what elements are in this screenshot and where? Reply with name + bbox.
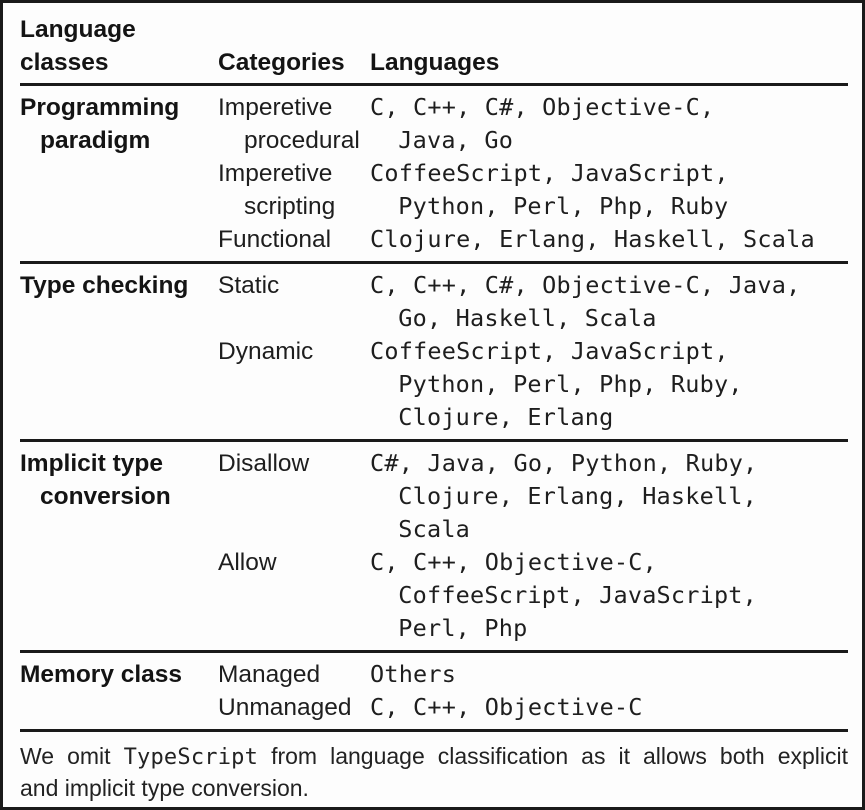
text-line: Clojure, Erlang	[398, 403, 614, 431]
text-line: C, C++, C#, Objective-C,	[370, 93, 715, 121]
table-row: Imperetive procedural C, C++, C#, Object…	[218, 91, 848, 157]
section-entries: Managed Others Unmanaged C, C++, Objecti…	[218, 658, 848, 724]
text-line: Java, Go	[398, 126, 514, 154]
languages-cell: C, C++, Objective-C, CoffeeScript, JavaS…	[370, 546, 848, 645]
text-line: C, C++, Objective-C,	[370, 548, 657, 576]
section-entries: Disallow C#, Java, Go, Python, Ruby, Clo…	[218, 447, 848, 645]
footnote-text: from language classification as it allow…	[271, 743, 849, 769]
category-cell: Imperetive procedural	[218, 91, 370, 157]
footnote-line: We omit TypeScript from language classif…	[20, 741, 848, 773]
table-row: Dynamic CoffeeScript, JavaScript, Python…	[218, 335, 848, 434]
horizontal-rule	[20, 261, 848, 264]
language-class-cell: Memory class	[20, 658, 218, 724]
text-line: Others	[370, 660, 457, 688]
text-line: Type checking	[20, 272, 189, 299]
languages-cell: Others	[370, 658, 848, 691]
text-line: Imperetive	[218, 160, 333, 187]
text-line: C, C++, C#, Objective-C, Java,	[370, 271, 801, 299]
text-line: Programming	[20, 94, 180, 121]
table-row: Unmanaged C, C++, Objective-C	[218, 691, 848, 724]
text-line: Allow	[218, 549, 277, 576]
language-class-cell: Type checking	[20, 269, 218, 434]
languages-cell: C#, Java, Go, Python, Ruby, Clojure, Erl…	[370, 447, 848, 546]
table-row: Imperetive scripting CoffeeScript, JavaS…	[218, 157, 848, 223]
horizontal-rule	[20, 83, 848, 86]
category-cell: Static	[218, 269, 370, 335]
table-footnote: We omit TypeScript from language classif…	[20, 732, 848, 804]
text-line: conversion	[40, 483, 171, 510]
footnote-text: We omit	[20, 743, 111, 769]
text-line: C#, Java, Go, Python, Ruby,	[370, 449, 758, 477]
text-line: Dynamic	[218, 338, 314, 365]
category-cell: Functional	[218, 223, 370, 256]
text-line: Functional	[218, 226, 332, 253]
languages-cell: C, C++, C#, Objective-C, Java, Go	[370, 91, 848, 157]
table-row: Functional Clojure, Erlang, Haskell, Sca…	[218, 223, 848, 256]
horizontal-rule	[20, 650, 848, 653]
section-entries: Static C, C++, C#, Objective-C, Java, Go…	[218, 269, 848, 434]
text-line: Disallow	[218, 450, 310, 477]
languages-cell: CoffeeScript, JavaScript, Python, Perl, …	[370, 157, 848, 223]
languages-cell: Clojure, Erlang, Haskell, Scala	[370, 223, 848, 256]
horizontal-rule	[20, 729, 848, 732]
category-cell: Dynamic	[218, 335, 370, 434]
text-line: Perl, Php	[398, 614, 528, 642]
table-row: Managed Others	[218, 658, 848, 691]
section-memory-class: Memory class Managed Others Unmanaged C,…	[20, 653, 848, 729]
text-line: Unmanaged	[218, 694, 352, 721]
header-text-line: Language	[20, 16, 136, 43]
header-language-classes: Language classes	[20, 13, 218, 79]
section-type-checking: Type checking Static C, C++, C#, Objecti…	[20, 264, 848, 439]
table-header-row: Language classes Categories Languages	[20, 13, 848, 83]
text-line: CoffeeScript, JavaScript,	[370, 337, 729, 365]
category-cell: Managed	[218, 658, 370, 691]
table-row: Static C, C++, C#, Objective-C, Java, Go…	[218, 269, 848, 335]
category-cell: Disallow	[218, 447, 370, 546]
text-line: Imperetive	[218, 94, 333, 121]
section-programming-paradigm: Programming paradigm Imperetive procedur…	[20, 86, 848, 261]
text-line: procedural	[244, 127, 360, 154]
text-line: Scala	[398, 515, 471, 543]
text-line: C, C++, Objective-C	[370, 693, 643, 721]
languages-cell: CoffeeScript, JavaScript, Python, Perl, …	[370, 335, 848, 434]
category-cell: Imperetive scripting	[218, 157, 370, 223]
section-implicit-type-conversion: Implicit type conversion Disallow C#, Ja…	[20, 442, 848, 650]
languages-cell: C, C++, C#, Objective-C, Java, Go, Haske…	[370, 269, 848, 335]
header-text-line: classes	[20, 49, 109, 76]
text-line: Managed	[218, 661, 321, 688]
text-line: paradigm	[40, 127, 151, 154]
category-cell: Allow	[218, 546, 370, 645]
header-languages: Languages	[370, 49, 500, 76]
text-line: Static	[218, 272, 280, 299]
footnote-code-typescript: TypeScript	[123, 745, 259, 770]
horizontal-rule	[20, 439, 848, 442]
text-line: scripting	[244, 193, 336, 220]
text-line: Clojure, Erlang, Haskell, Scala	[370, 225, 815, 253]
text-line: CoffeeScript, JavaScript,	[398, 581, 757, 609]
language-class-cell: Implicit type conversion	[20, 447, 218, 645]
category-cell: Unmanaged	[218, 691, 370, 724]
table-row: Allow C, C++, Objective-C, CoffeeScript,…	[218, 546, 848, 645]
text-line: CoffeeScript, JavaScript,	[370, 159, 729, 187]
text-line: Python, Perl, Php, Ruby	[398, 192, 729, 220]
section-entries: Imperetive procedural C, C++, C#, Object…	[218, 91, 848, 256]
text-line: Python, Perl, Php, Ruby,	[398, 370, 743, 398]
header-categories: Categories	[218, 49, 345, 76]
language-class-cell: Programming paradigm	[20, 91, 218, 256]
table-row: Disallow C#, Java, Go, Python, Ruby, Clo…	[218, 447, 848, 546]
footnote-line: and implicit type conversion.	[20, 775, 309, 801]
text-line: Memory class	[20, 661, 183, 688]
text-line: Clojure, Erlang, Haskell,	[398, 482, 757, 510]
text-line: Go, Haskell, Scala	[398, 304, 657, 332]
languages-cell: C, C++, Objective-C	[370, 691, 848, 724]
text-line: Implicit type	[20, 450, 163, 477]
